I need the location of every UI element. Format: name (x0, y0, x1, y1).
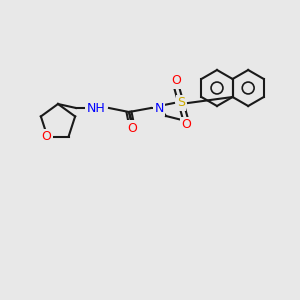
Text: O: O (127, 122, 137, 134)
Text: S: S (177, 97, 185, 110)
Text: O: O (41, 130, 51, 143)
Text: O: O (181, 118, 191, 131)
Text: O: O (171, 74, 181, 88)
Text: NH: NH (87, 101, 105, 115)
Text: N: N (154, 101, 164, 115)
